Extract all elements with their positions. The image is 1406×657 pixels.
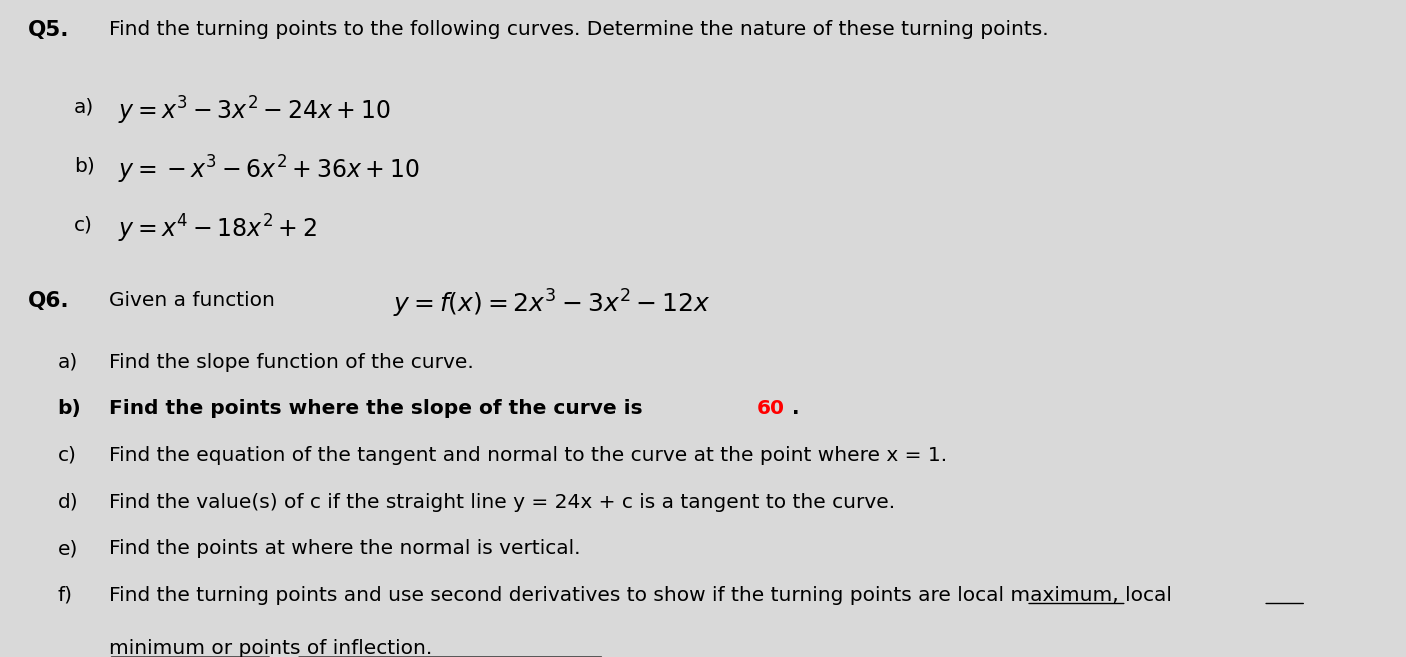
Text: .: . xyxy=(792,399,799,419)
Text: Find the turning points and use second derivatives to show if the turning points: Find the turning points and use second d… xyxy=(108,586,1171,605)
Text: Find the value(s) of c if the straight line y = 24x + c is a tangent to the curv: Find the value(s) of c if the straight l… xyxy=(108,493,894,512)
Text: $y = -x^3 - 6x^2 + 36x + 10$: $y = -x^3 - 6x^2 + 36x + 10$ xyxy=(118,154,420,187)
Text: b): b) xyxy=(58,399,82,419)
Text: e): e) xyxy=(58,539,79,558)
Text: c): c) xyxy=(75,216,93,235)
Text: Q5.: Q5. xyxy=(28,20,70,40)
Text: 60: 60 xyxy=(756,399,785,419)
Text: $y = x^3 - 3x^2 - 24x + 10$: $y = x^3 - 3x^2 - 24x + 10$ xyxy=(118,95,391,127)
Text: $y = f(x) = 2x^3 - 3x^2 - 12x$: $y = f(x) = 2x^3 - 3x^2 - 12x$ xyxy=(392,288,710,321)
Text: c): c) xyxy=(58,446,76,465)
Text: $y = x^4 - 18x^2 + 2$: $y = x^4 - 18x^2 + 2$ xyxy=(118,214,316,246)
Text: minimum or points of inflection.: minimum or points of inflection. xyxy=(108,639,432,657)
Text: a): a) xyxy=(75,98,94,117)
Text: Find the points where the slope of the curve is: Find the points where the slope of the c… xyxy=(108,399,650,419)
Text: Find the slope function of the curve.: Find the slope function of the curve. xyxy=(108,353,474,372)
Text: Q6.: Q6. xyxy=(28,291,70,311)
Text: f): f) xyxy=(58,586,73,605)
Text: Find the turning points to the following curves. Determine the nature of these t: Find the turning points to the following… xyxy=(108,20,1049,39)
Text: d): d) xyxy=(58,493,79,512)
Text: Given a function: Given a function xyxy=(108,291,274,310)
Text: b): b) xyxy=(75,157,94,176)
Text: Find the equation of the tangent and normal to the curve at the point where x = : Find the equation of the tangent and nor… xyxy=(108,446,946,465)
Text: a): a) xyxy=(58,353,77,372)
Text: Find the points at where the normal is vertical.: Find the points at where the normal is v… xyxy=(108,539,581,558)
